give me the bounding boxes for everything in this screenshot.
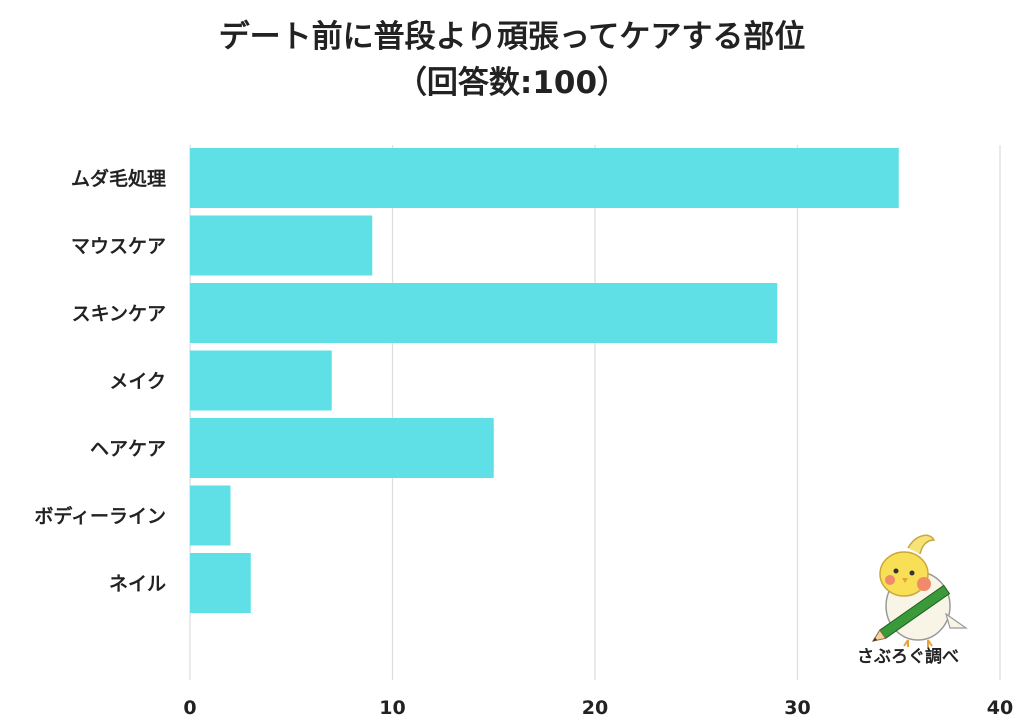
bird-mascot-icon <box>871 534 968 647</box>
chart-title-line2: （回答数:100） <box>395 65 629 101</box>
bar <box>190 418 494 478</box>
bar <box>190 148 899 208</box>
x-tick-label: 20 <box>582 697 608 719</box>
category-label: メイク <box>109 371 166 393</box>
category-label: ネイル <box>109 573 166 595</box>
bar <box>190 485 231 546</box>
x-tick-labels: 0 10 20 30 40 <box>183 697 1013 719</box>
watermark-caption: さぶろぐ調べ <box>857 647 959 667</box>
bar <box>190 350 332 411</box>
bar <box>190 215 373 276</box>
chart-title: デート前に普段より頑張ってケアする部位 （回答数:100） <box>0 14 1024 106</box>
category-label: ヘアケア <box>90 438 166 460</box>
category-label: マウスケア <box>71 236 166 258</box>
category-label: ムダ毛処理 <box>71 167 166 190</box>
x-tick-label: 10 <box>379 697 405 719</box>
category-label: スキンケア <box>72 303 166 325</box>
bar <box>190 283 778 343</box>
x-tick-label: 40 <box>987 697 1013 719</box>
chart-title-line1: デート前に普段より頑張ってケアする部位 <box>218 19 806 55</box>
x-tick-label: 30 <box>784 697 810 719</box>
x-tick-label: 0 <box>183 697 196 719</box>
bar <box>190 553 251 613</box>
category-label: ボディーライン <box>34 505 166 528</box>
bars <box>190 148 899 613</box>
